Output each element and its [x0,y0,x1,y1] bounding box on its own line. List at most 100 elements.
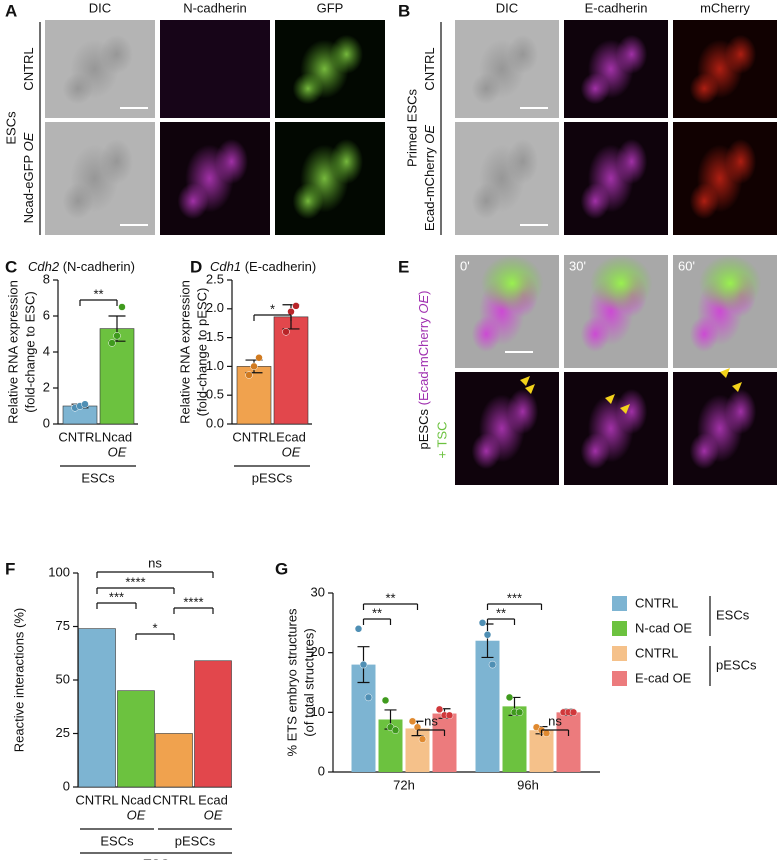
cell [471,433,501,470]
panel-letter: B [398,1,410,20]
row-group: Primed ESCs [404,88,419,167]
cell [330,138,363,185]
legend-label: N-cad OE [635,620,692,635]
column-header: GFP [317,0,344,15]
title-gene: Cdh1 [210,259,241,274]
group-label: pESCs [175,833,216,848]
x-tick-label: 96h [517,777,539,792]
title-gene: Cdh2 [28,259,60,274]
data-point [505,693,514,702]
sig-label: * [270,301,275,316]
y-tick-label: 50 [56,671,70,686]
data-point [255,354,263,362]
legend-label: CNTRL [635,595,678,610]
data-point [478,619,487,627]
y-tick-label: 0 [318,763,325,778]
bar [556,712,581,772]
y-tick-label: 25 [56,725,70,740]
dim [673,372,777,485]
dim [673,20,777,118]
cell [689,316,719,353]
cell [689,72,719,105]
x-tick-label: Ecad [198,792,228,807]
bar [99,328,135,425]
y-axis-label: Reactive interactions (%) [11,608,26,753]
bar [155,733,193,788]
y-tick-label: 0 [63,778,70,793]
cell [689,183,719,220]
y-tick-label: 2.0 [206,300,224,315]
arrowhead [720,368,730,378]
sig-label: * [152,620,157,635]
time-label: 0' [460,258,470,273]
title-rest: (N-cadherin) [63,259,135,274]
chart-title: Cdh2 (N-cadherin) [28,259,135,274]
cell [580,433,610,470]
y-tick-label: 100 [48,564,70,579]
cell [580,72,610,105]
y-tick-label: 4 [43,343,50,358]
arrowhead [520,376,530,386]
data-point [245,371,253,379]
x-tick-label: OE [127,807,146,822]
data-point [445,711,454,720]
data-point [488,660,497,669]
cell [292,72,324,105]
x-tick-label: CNTRL [152,792,195,807]
x-tick-label: CNTRL [75,792,118,807]
sig-label: **** [183,594,203,609]
row-text: CNTRL [422,47,437,90]
cell [725,138,757,185]
cell [471,183,501,220]
time-label: 60' [678,258,695,273]
y-tick-label: 10 [311,704,325,719]
cell [580,316,610,353]
cell [506,388,539,435]
y-axis-label: Relative RNA expression [5,280,20,424]
dim [275,122,385,235]
row-group: ESCs [3,111,18,145]
x-tick-label: Ncad [121,792,151,807]
y-axis-label: Relative RNA expression [177,280,192,424]
title-rest: (E-cadherin) [245,259,317,274]
data-point [108,339,116,347]
data-point [483,631,492,639]
legend-swatch [612,646,627,661]
cell [215,138,248,185]
bar [236,366,272,425]
y-axis-label: % ETS embryo structures [284,608,299,757]
data-point [364,693,373,702]
column-header: E-cadherin [585,0,648,15]
bar [78,628,116,788]
data-point [118,303,126,311]
row-label: Ecad-mCherry OE [422,125,437,232]
cell [725,34,757,74]
cell [100,34,133,74]
legend-label: CNTRL [635,645,678,660]
sig-label: ns [424,713,438,728]
bar [432,713,457,772]
column-header: mCherry [700,0,750,15]
sig-label: ** [385,590,395,605]
cell [292,183,324,220]
cell [616,138,648,185]
y-tick-label: 20 [311,644,325,659]
panel-letter: D [190,257,202,276]
dim [455,372,559,485]
e-cells: pESCs [416,409,431,450]
sig-label: ** [93,286,103,301]
cell [62,72,94,105]
data-point [292,302,300,310]
row-italic: OE [21,132,36,151]
y-tick-label: 8 [43,271,50,286]
group-label: pESCs [252,470,293,485]
sig-label: ** [372,605,382,620]
cell [689,433,719,470]
y-tick-label: 30 [311,584,325,599]
legend-swatch [612,621,627,636]
cell [506,34,539,74]
bar [475,640,500,772]
sig-label: *** [109,589,124,604]
e-label: pESCs (Ecad-mCherry OE) [416,291,431,450]
